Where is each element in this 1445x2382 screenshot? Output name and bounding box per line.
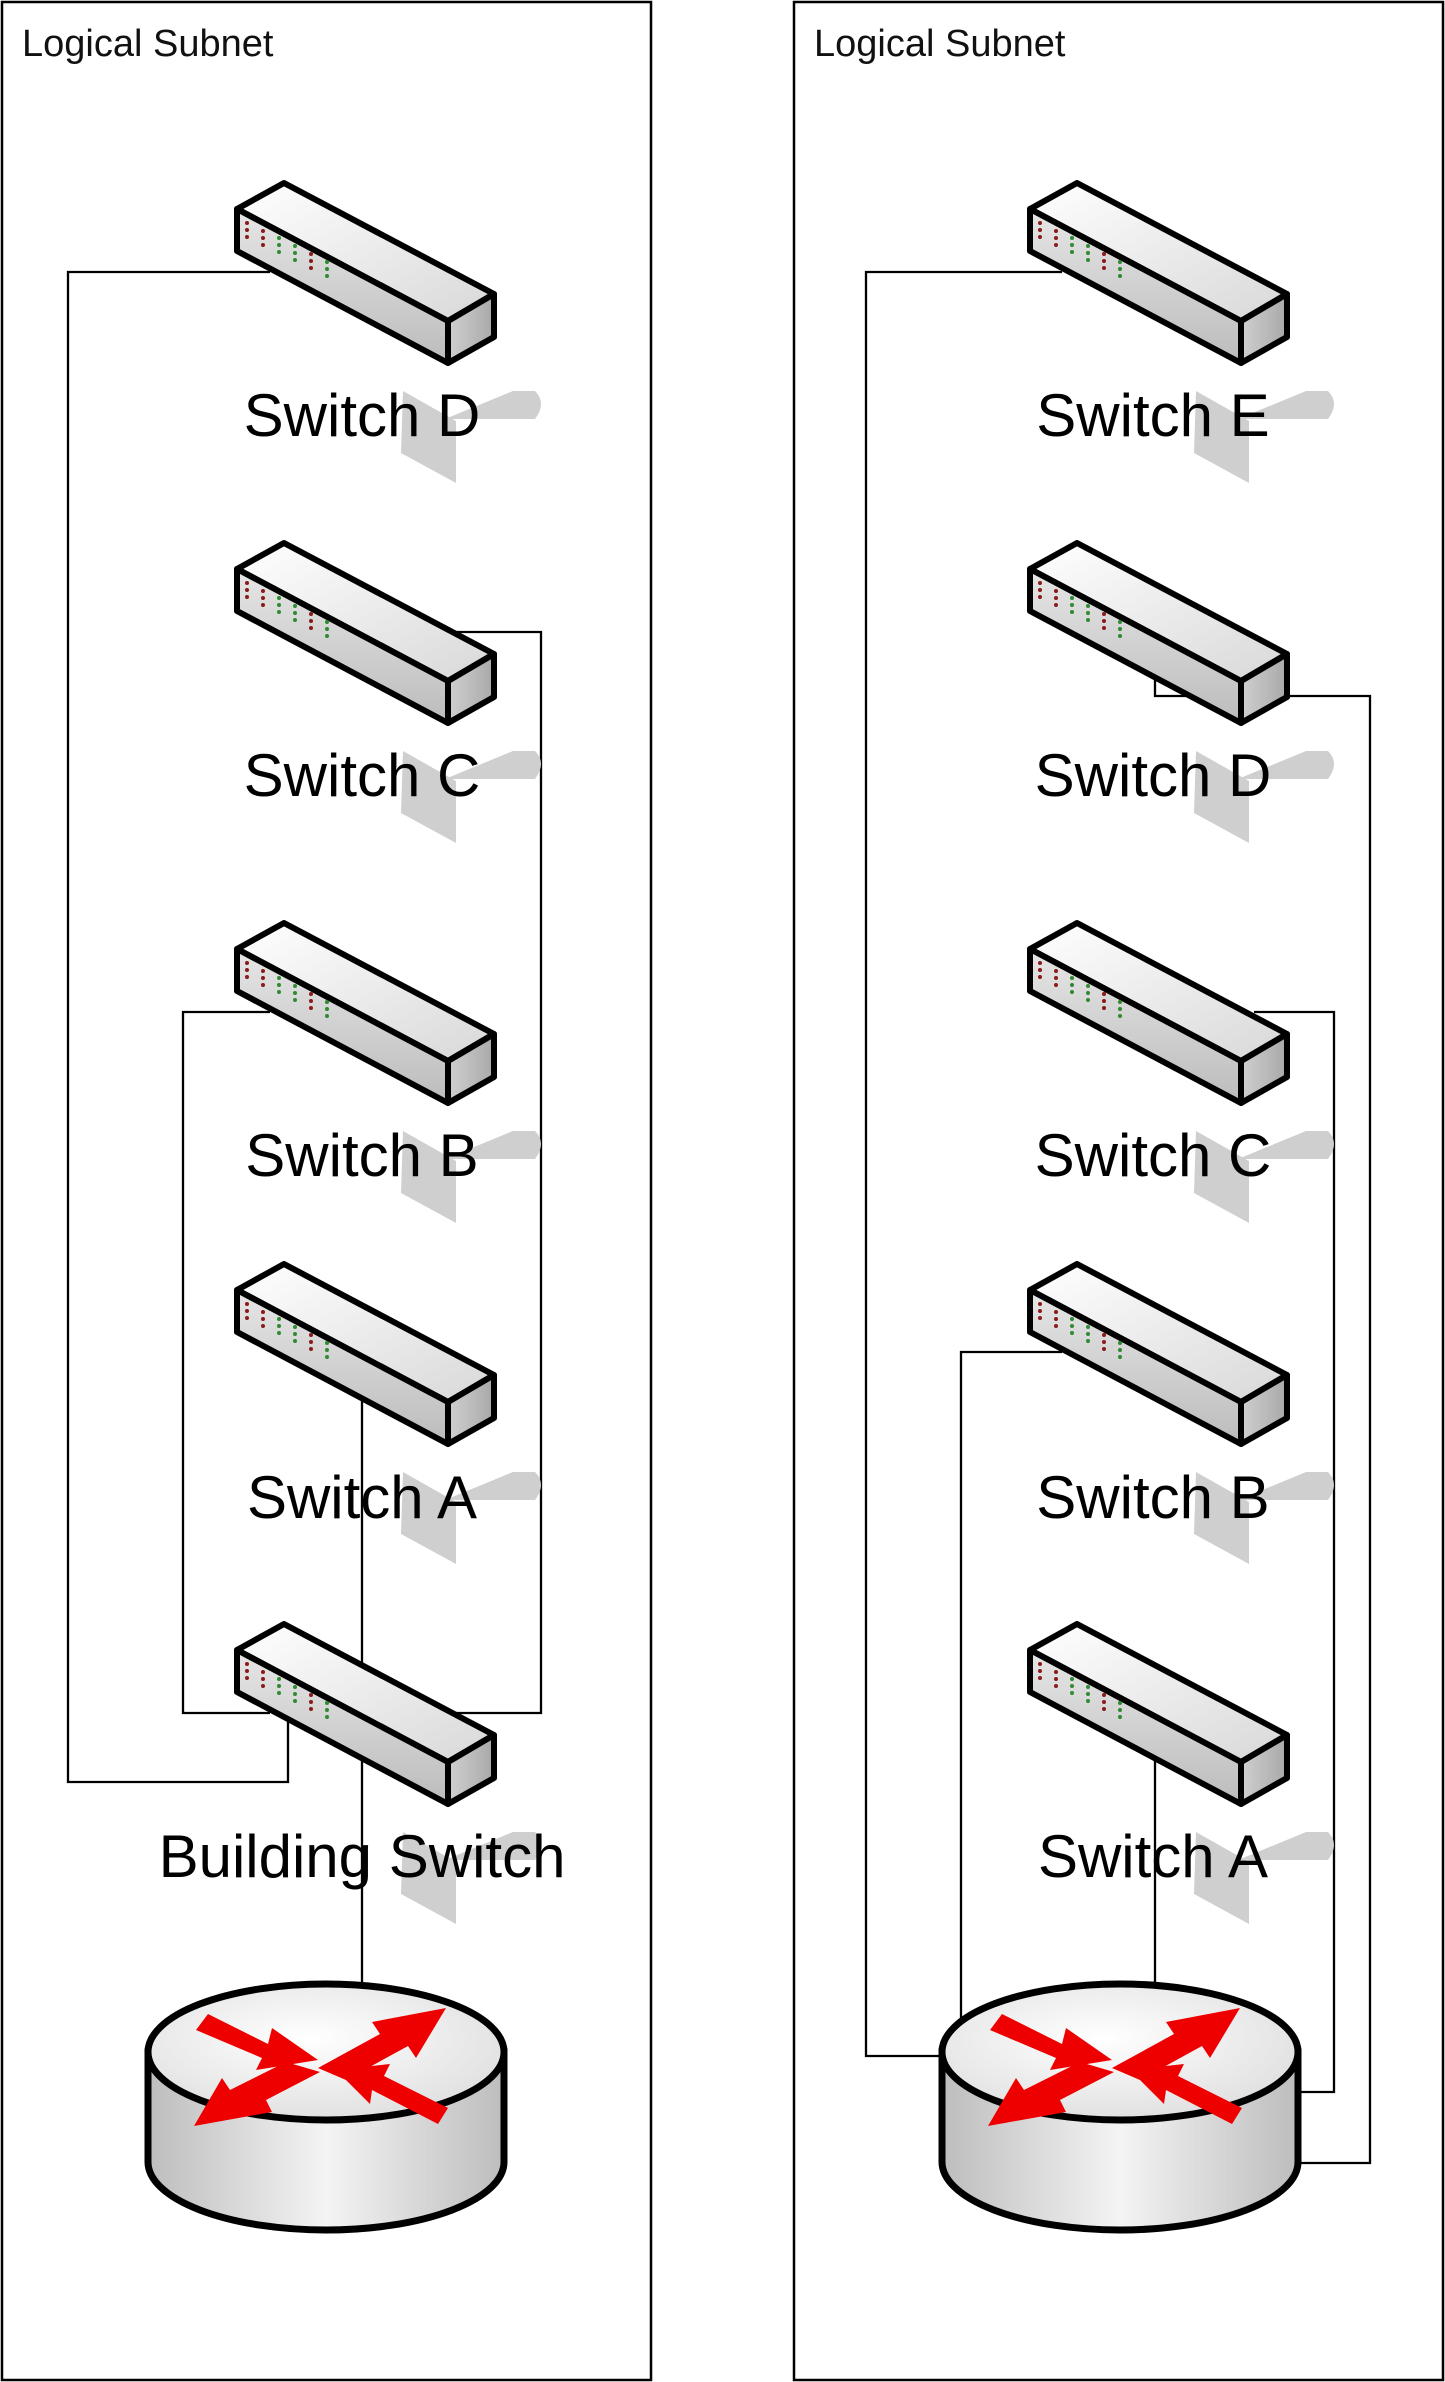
right-switch-e-label: Switch E xyxy=(1036,382,1269,449)
right-switch-c-label: Switch C xyxy=(1035,1122,1272,1189)
link-switch-b-router xyxy=(959,1350,1062,2020)
right-switch-b-label: Switch B xyxy=(1036,1464,1269,1531)
right-subnet-title: Logical Subnet xyxy=(814,23,1066,65)
left-router-icon[interactable] xyxy=(148,1984,504,2230)
left-switch-c-label: Switch C xyxy=(244,742,481,809)
link-switch-e-router xyxy=(864,270,1062,2058)
left-switch-d-label: Switch D xyxy=(244,382,481,449)
link-switch-c-building xyxy=(450,630,543,1715)
link-switch-c-router xyxy=(1254,1010,1336,2094)
left-subnet-title: Logical Subnet xyxy=(22,23,274,65)
right-switch-a-label: Switch A xyxy=(1038,1823,1268,1890)
link-switch-d-router xyxy=(1153,672,1372,2165)
link-switch-b-building xyxy=(181,1010,270,1715)
left-switch-b-label: Switch B xyxy=(245,1122,478,1189)
right-switch-d-label: Switch D xyxy=(1035,742,1272,809)
left-switch-a-label: Switch A xyxy=(247,1464,477,1531)
right-router-icon[interactable] xyxy=(942,1984,1298,2230)
link-switch-d-building xyxy=(66,270,290,1784)
right-links xyxy=(864,270,1372,2165)
building-switch-label: Building Switch xyxy=(159,1823,566,1890)
